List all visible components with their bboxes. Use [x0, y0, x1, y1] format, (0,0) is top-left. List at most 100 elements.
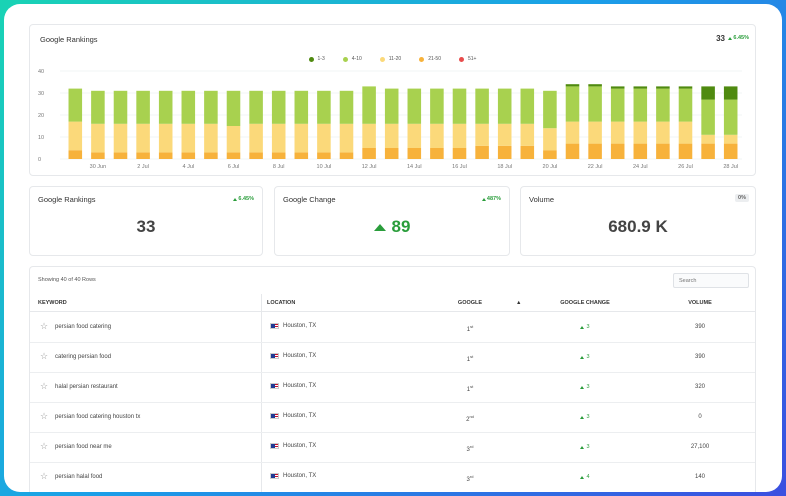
bar-segment[interactable]: [271, 123, 286, 153]
bar-segment[interactable]: [701, 134, 715, 144]
table-row[interactable]: ☆ persian food catering houston tx Houston…: [30, 403, 755, 433]
bar-segment[interactable]: [678, 121, 693, 144]
bar-segment[interactable]: [158, 123, 173, 153]
bar-segment[interactable]: [407, 148, 422, 159]
bar-segment[interactable]: [633, 143, 648, 159]
bar-segment[interactable]: [294, 123, 309, 153]
legend-item[interactable]: 21-50: [419, 56, 441, 62]
bar-segment[interactable]: [294, 152, 309, 159]
bar-segment[interactable]: [656, 86, 670, 89]
bar-segment[interactable]: [588, 84, 602, 87]
bar-segment[interactable]: [249, 152, 263, 159]
bar-segment[interactable]: [181, 123, 196, 153]
bar-segment[interactable]: [362, 86, 376, 124]
header-google[interactable]: GOOGLE: [457, 300, 483, 306]
bar-segment[interactable]: [520, 145, 535, 159]
bar-segment[interactable]: [588, 143, 602, 159]
bar-segment[interactable]: [588, 121, 602, 144]
bar-segment[interactable]: [701, 86, 715, 100]
bar-segment[interactable]: [565, 143, 580, 159]
table-row[interactable]: ☆ catering persian food Houston, TX 1st 3 390: [30, 343, 755, 373]
bar-segment[interactable]: [678, 88, 693, 122]
bar-segment[interactable]: [543, 150, 557, 159]
bar-segment[interactable]: [452, 88, 467, 124]
bar-segment[interactable]: [520, 88, 535, 124]
bar-segment[interactable]: [633, 86, 648, 89]
bar-segment[interactable]: [678, 86, 693, 89]
legend-item[interactable]: 51+: [458, 56, 476, 62]
bar-segment[interactable]: [249, 123, 263, 153]
bar-segment[interactable]: [610, 88, 625, 122]
bar-segment[interactable]: [271, 152, 286, 159]
bar-segment[interactable]: [633, 121, 648, 144]
bar-segment[interactable]: [723, 86, 738, 100]
table-row[interactable]: ☆ halal persian restaurant Houston, TX 1st 3…: [30, 373, 755, 403]
bar-segment[interactable]: [701, 99, 715, 135]
header-volume[interactable]: VOLUME: [688, 300, 712, 306]
bar-segment[interactable]: [339, 123, 354, 153]
bar-segment[interactable]: [226, 152, 241, 159]
bar-segment[interactable]: [678, 143, 693, 159]
bar-segment[interactable]: [113, 123, 128, 153]
table-row[interactable]: ☆ persian food near me Houston, TX 3rd 3 27,1…: [30, 433, 755, 463]
bar-segment[interactable]: [384, 123, 399, 148]
bar-segment[interactable]: [113, 90, 128, 124]
bar-segment[interactable]: [543, 90, 557, 129]
bar-segment[interactable]: [543, 128, 557, 151]
bar-segment[interactable]: [565, 86, 580, 122]
table-row[interactable]: ☆ persian halal food Houston, TX 3rd 4 140: [30, 463, 755, 492]
bar-segment[interactable]: [91, 152, 105, 159]
bar-segment[interactable]: [113, 152, 128, 159]
star-icon[interactable]: ☆: [40, 351, 49, 361]
table-row[interactable]: ☆ persian food catering Houston, TX 1st 3 390: [30, 313, 755, 343]
bar-segment[interactable]: [384, 88, 399, 124]
bar-segment[interactable]: [362, 123, 376, 148]
bar-segment[interactable]: [226, 126, 241, 153]
bar-segment[interactable]: [407, 88, 422, 124]
bar-segment[interactable]: [520, 123, 535, 146]
bar-segment[interactable]: [430, 148, 444, 159]
bar-segment[interactable]: [317, 123, 331, 153]
bar-segment[interactable]: [656, 143, 670, 159]
bar-segment[interactable]: [497, 145, 512, 159]
bar-segment[interactable]: [68, 121, 83, 151]
bar-segment[interactable]: [339, 90, 354, 124]
bar-segment[interactable]: [723, 143, 738, 159]
star-icon[interactable]: ☆: [40, 471, 49, 481]
sort-asc-icon[interactable]: ▲: [516, 300, 522, 306]
bar-segment[interactable]: [384, 148, 399, 159]
bar-segment[interactable]: [136, 123, 150, 153]
header-google-change[interactable]: GOOGLE CHANGE: [560, 300, 610, 306]
bar-segment[interactable]: [407, 123, 422, 148]
bar-segment[interactable]: [723, 99, 738, 135]
search-input[interactable]: [673, 273, 749, 288]
header-location[interactable]: LOCATION: [267, 300, 296, 306]
bar-segment[interactable]: [452, 148, 467, 159]
star-icon[interactable]: ☆: [40, 321, 49, 331]
bar-segment[interactable]: [497, 123, 512, 146]
bar-segment[interactable]: [430, 123, 444, 148]
bar-segment[interactable]: [430, 88, 444, 124]
bar-segment[interactable]: [565, 84, 580, 87]
bar-segment[interactable]: [452, 123, 467, 148]
bar-segment[interactable]: [68, 150, 83, 159]
bar-segment[interactable]: [136, 152, 150, 159]
bar-segment[interactable]: [475, 145, 489, 159]
bar-segment[interactable]: [271, 90, 286, 124]
legend-item[interactable]: 11-20: [379, 56, 401, 62]
bar-segment[interactable]: [249, 90, 263, 124]
bar-segment[interactable]: [610, 86, 625, 89]
bar-segment[interactable]: [317, 152, 331, 159]
star-icon[interactable]: ☆: [40, 381, 49, 391]
legend-item[interactable]: 1-3: [308, 56, 325, 62]
bar-segment[interactable]: [656, 121, 670, 144]
bar-segment[interactable]: [339, 152, 354, 159]
star-icon[interactable]: ☆: [40, 441, 49, 451]
bar-segment[interactable]: [181, 90, 196, 124]
bar-segment[interactable]: [158, 152, 173, 159]
bar-segment[interactable]: [226, 90, 241, 126]
bar-segment[interactable]: [610, 121, 625, 144]
bar-segment[interactable]: [181, 152, 196, 159]
bar-segment[interactable]: [610, 143, 625, 159]
bar-segment[interactable]: [294, 90, 309, 124]
